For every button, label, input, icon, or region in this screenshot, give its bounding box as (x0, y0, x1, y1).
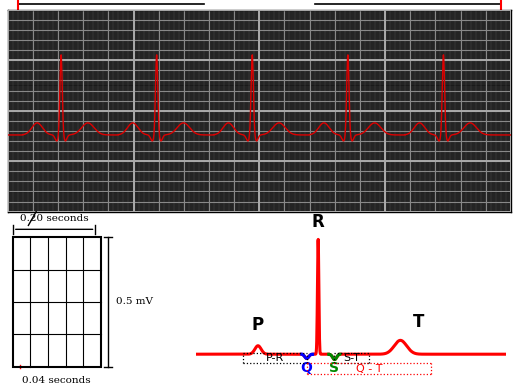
Text: 3 seconds: 3 seconds (230, 0, 289, 1)
Text: R: R (312, 213, 325, 231)
Text: 0.5 mV: 0.5 mV (116, 298, 153, 306)
Text: 0.04 seconds: 0.04 seconds (23, 376, 91, 385)
Text: S-T: S-T (344, 353, 360, 363)
Text: T: T (413, 313, 425, 331)
Text: P-R: P-R (265, 353, 284, 363)
Text: P: P (252, 316, 264, 334)
Text: 0.20 seconds: 0.20 seconds (20, 214, 88, 223)
Text: © RnCeus.com: © RnCeus.com (429, 0, 508, 1)
Text: Q - T: Q - T (356, 364, 382, 374)
Text: Q: Q (301, 361, 313, 375)
Text: S: S (330, 361, 340, 375)
